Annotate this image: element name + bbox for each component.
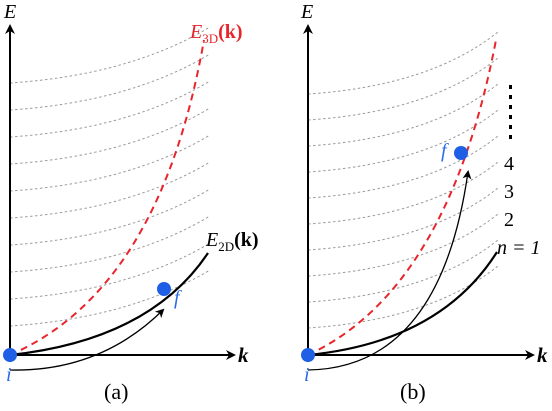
- panel-a-energy-axis-label: E: [3, 1, 16, 23]
- panel-b-subband-label-n1: n = 1: [497, 237, 541, 259]
- panel-b-final-state-dot: [454, 146, 468, 160]
- panel-a-e3d-label: E3D(k): [189, 21, 243, 46]
- panel-b-subband-label-2: 2: [504, 209, 514, 231]
- panel-a-final-state-dot: [157, 282, 171, 296]
- panel-a-initial-state-label: i: [6, 364, 12, 386]
- panel-b-subband-label-3: 3: [504, 181, 514, 203]
- panel-b-final-state-label: f: [441, 140, 449, 162]
- panel-b-subband-grid: [307, 31, 499, 329]
- panel-a-e2d-curve: [9, 252, 209, 357]
- panel-b-caption: (b): [400, 379, 426, 404]
- panel-a-initial-state-dot: [3, 348, 17, 362]
- panel-a-momentum-axis-label: k: [238, 343, 249, 367]
- panel-a-e2d-label: E2D(k): [205, 229, 259, 254]
- panel-a-caption: (a): [104, 379, 128, 404]
- panel-b-initial-state-label: i: [304, 364, 310, 386]
- panel-b-energy-axis-label: E: [300, 1, 313, 23]
- panel-b-ellipsis: [509, 85, 512, 139]
- panel-a-subband-grid: [9, 26, 211, 327]
- panel-b-transition-arrow: [307, 170, 472, 371]
- panel-b: E k f i 4 3 2 n = 1 (b): [300, 1, 548, 404]
- panel-b-subband-label-4: 4: [504, 153, 514, 175]
- panel-a-e3d-curve: [9, 39, 205, 356]
- panel-a: E k E3D(k) E2D(k) f i (a): [3, 1, 259, 404]
- panel-b-n1-subband-curve: [307, 251, 498, 357]
- panel-a-final-state-label: f: [174, 287, 182, 309]
- panel-b-e3d-curve: [307, 39, 497, 356]
- panel-b-momentum-axis-label: k: [537, 343, 548, 367]
- panel-b-initial-state-dot: [301, 348, 315, 362]
